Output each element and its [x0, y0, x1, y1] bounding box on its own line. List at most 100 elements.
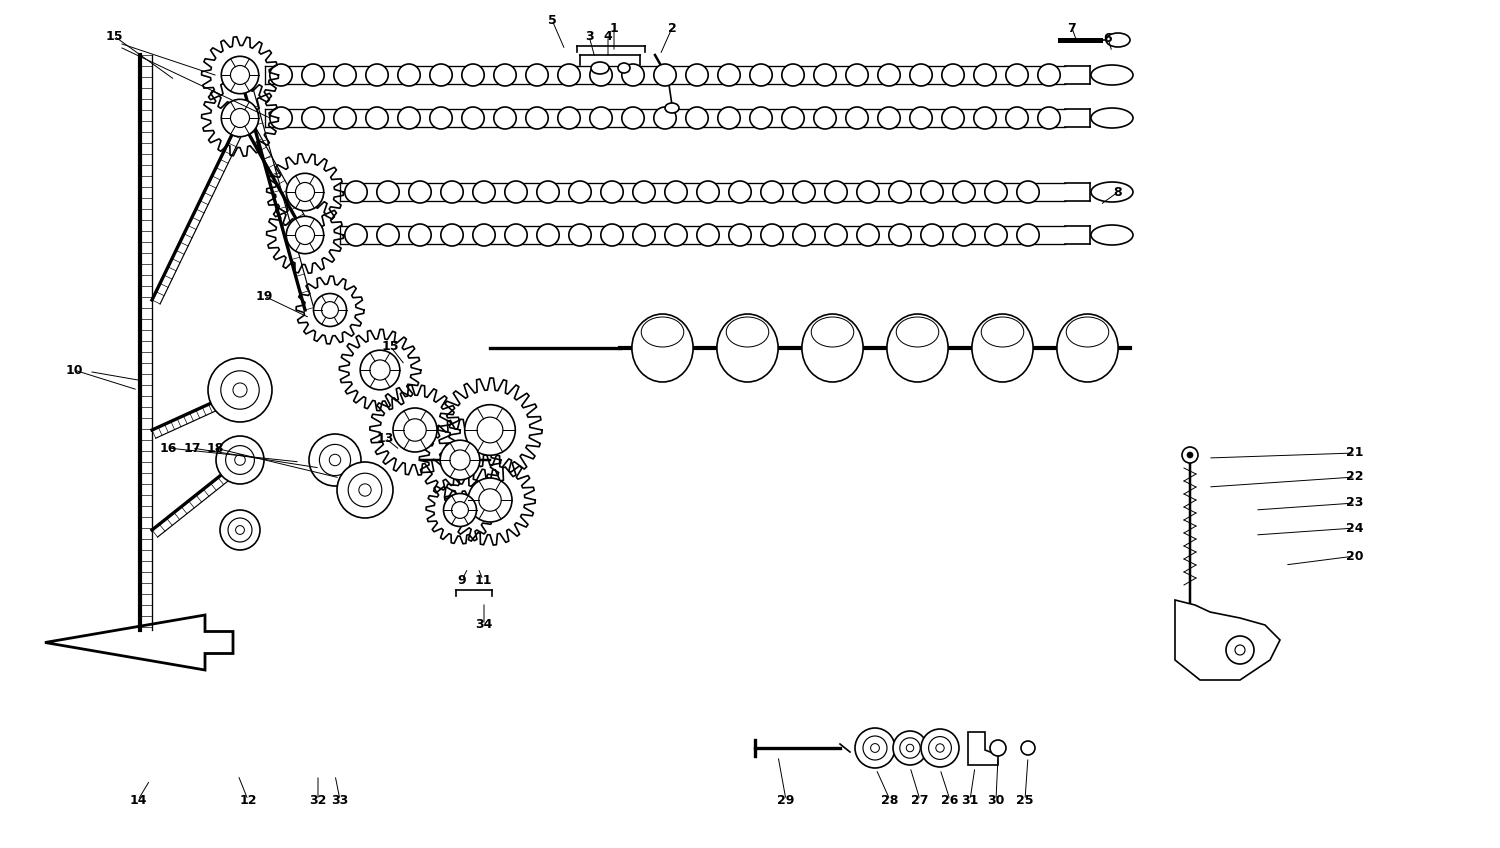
- Ellipse shape: [558, 64, 580, 86]
- Ellipse shape: [654, 107, 676, 129]
- Ellipse shape: [472, 181, 495, 203]
- Ellipse shape: [506, 224, 526, 246]
- Ellipse shape: [942, 64, 964, 86]
- Ellipse shape: [686, 64, 708, 86]
- Ellipse shape: [441, 181, 464, 203]
- Circle shape: [1022, 741, 1035, 755]
- Ellipse shape: [794, 181, 814, 203]
- Ellipse shape: [910, 107, 932, 129]
- Text: 29: 29: [777, 794, 795, 806]
- Ellipse shape: [782, 64, 804, 86]
- Text: 13: 13: [376, 432, 393, 444]
- Ellipse shape: [664, 181, 687, 203]
- Circle shape: [892, 731, 927, 765]
- Ellipse shape: [398, 64, 420, 86]
- Ellipse shape: [952, 224, 975, 246]
- Text: 28: 28: [882, 794, 898, 806]
- Circle shape: [321, 302, 339, 318]
- Text: 15: 15: [381, 339, 399, 353]
- Ellipse shape: [537, 181, 560, 203]
- Circle shape: [1186, 452, 1192, 458]
- Ellipse shape: [1007, 64, 1028, 86]
- Ellipse shape: [986, 224, 1006, 246]
- Ellipse shape: [568, 181, 591, 203]
- Ellipse shape: [815, 107, 836, 129]
- Text: 2: 2: [668, 21, 676, 35]
- Circle shape: [468, 478, 512, 522]
- Ellipse shape: [760, 181, 783, 203]
- Ellipse shape: [1038, 64, 1060, 86]
- Ellipse shape: [366, 107, 388, 129]
- Ellipse shape: [602, 181, 622, 203]
- Ellipse shape: [462, 107, 484, 129]
- Ellipse shape: [410, 224, 430, 246]
- Text: 27: 27: [910, 794, 928, 806]
- Circle shape: [444, 494, 477, 527]
- Circle shape: [309, 434, 362, 486]
- Ellipse shape: [718, 64, 740, 86]
- Circle shape: [477, 417, 502, 443]
- Text: 19: 19: [255, 289, 273, 303]
- Circle shape: [286, 173, 324, 210]
- Circle shape: [465, 404, 516, 455]
- Circle shape: [209, 358, 272, 422]
- Ellipse shape: [537, 224, 560, 246]
- Ellipse shape: [890, 224, 910, 246]
- Text: 26: 26: [942, 794, 958, 806]
- Ellipse shape: [526, 107, 548, 129]
- Ellipse shape: [760, 224, 783, 246]
- Circle shape: [222, 99, 258, 137]
- Ellipse shape: [921, 181, 944, 203]
- Text: 4: 4: [603, 30, 612, 42]
- Text: 9: 9: [458, 573, 466, 587]
- Circle shape: [370, 360, 390, 380]
- Ellipse shape: [302, 107, 324, 129]
- Ellipse shape: [972, 314, 1034, 382]
- Ellipse shape: [334, 107, 356, 129]
- Ellipse shape: [815, 64, 836, 86]
- Text: 25: 25: [1017, 794, 1034, 806]
- Ellipse shape: [441, 224, 464, 246]
- Circle shape: [452, 502, 468, 518]
- Ellipse shape: [910, 64, 932, 86]
- Circle shape: [1182, 447, 1198, 463]
- Polygon shape: [968, 732, 998, 765]
- Ellipse shape: [750, 64, 772, 86]
- Text: 21: 21: [1347, 447, 1364, 460]
- Circle shape: [440, 440, 480, 480]
- Ellipse shape: [750, 107, 772, 129]
- Ellipse shape: [846, 64, 868, 86]
- Ellipse shape: [558, 107, 580, 129]
- Ellipse shape: [846, 107, 868, 129]
- Ellipse shape: [878, 107, 900, 129]
- Circle shape: [296, 182, 315, 202]
- Ellipse shape: [398, 107, 420, 129]
- Ellipse shape: [825, 224, 848, 246]
- Ellipse shape: [782, 107, 804, 129]
- Polygon shape: [1174, 600, 1280, 680]
- Ellipse shape: [622, 64, 644, 86]
- Ellipse shape: [632, 314, 693, 382]
- Text: 1: 1: [609, 21, 618, 35]
- Ellipse shape: [462, 64, 484, 86]
- Circle shape: [220, 510, 260, 550]
- Ellipse shape: [590, 107, 612, 129]
- Circle shape: [393, 408, 436, 452]
- Ellipse shape: [921, 224, 944, 246]
- Ellipse shape: [430, 107, 451, 129]
- Ellipse shape: [270, 64, 292, 86]
- Ellipse shape: [430, 64, 451, 86]
- Ellipse shape: [568, 224, 591, 246]
- Ellipse shape: [1038, 107, 1060, 129]
- Ellipse shape: [698, 224, 718, 246]
- Ellipse shape: [825, 181, 848, 203]
- Text: 22: 22: [1347, 471, 1364, 483]
- Ellipse shape: [1090, 225, 1132, 245]
- Ellipse shape: [591, 62, 609, 74]
- Ellipse shape: [890, 181, 910, 203]
- Circle shape: [286, 216, 324, 254]
- Ellipse shape: [717, 314, 778, 382]
- Ellipse shape: [664, 224, 687, 246]
- Ellipse shape: [526, 64, 548, 86]
- Ellipse shape: [376, 181, 399, 203]
